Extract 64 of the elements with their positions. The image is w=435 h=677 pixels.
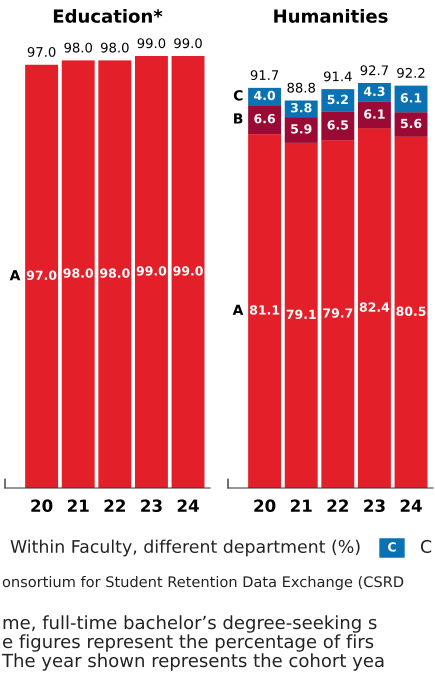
series-label: A xyxy=(232,304,244,315)
data-label: 6.1 xyxy=(364,109,385,119)
text: C xyxy=(420,540,432,554)
total-label: 98.0 xyxy=(64,42,92,53)
data-label: 6.6 xyxy=(254,114,276,124)
data-label: 98.0 xyxy=(100,268,130,278)
total-label: 92.2 xyxy=(397,68,424,78)
data-label: 81.1 xyxy=(250,305,280,315)
text: onsortium for Student Retention Data Exchange (CSRD xyxy=(2,576,404,590)
data-label: 4.0 xyxy=(254,90,276,100)
bar xyxy=(358,128,391,488)
chart-title: Humanities xyxy=(274,8,388,23)
data-label: 79.1 xyxy=(286,310,316,320)
series-label: C xyxy=(234,90,242,101)
total-label: 97.0 xyxy=(28,46,56,57)
x-tick-label: 20 xyxy=(254,499,276,512)
text: e figures represent the percentage of firs xyxy=(2,634,374,652)
data-label: 6.5 xyxy=(328,120,348,130)
bar xyxy=(358,102,391,128)
x-tick-label: 22 xyxy=(104,499,125,512)
bar xyxy=(394,86,428,112)
x-tick-label: 21 xyxy=(290,499,312,512)
x-tick-label: 20 xyxy=(31,499,52,512)
data-label: 98.0 xyxy=(63,268,94,278)
bar xyxy=(248,134,282,488)
x-tick-label: 22 xyxy=(328,499,348,512)
x-tick-label: 23 xyxy=(364,499,385,512)
total-label: 92.7 xyxy=(360,65,388,76)
bar xyxy=(321,89,354,112)
data-label: 4.3 xyxy=(364,86,385,96)
x-tick-label: 23 xyxy=(141,499,162,512)
text: me, full-time bachelor’s degree-seeking s xyxy=(4,615,376,633)
x-tick-label: 21 xyxy=(68,499,89,512)
total-label: 98.0 xyxy=(100,42,129,53)
x-tick-label: 24 xyxy=(178,499,199,512)
bar xyxy=(284,142,318,488)
text: The year shown represents the cohort yea xyxy=(2,653,384,671)
chart-title: Education* xyxy=(54,8,162,23)
total-label: 88.8 xyxy=(287,82,315,93)
x-tick-label: 24 xyxy=(400,499,422,512)
data-label: 5.6 xyxy=(400,118,422,128)
data-label: 6.1 xyxy=(400,93,422,103)
total-label: 99.0 xyxy=(174,38,202,48)
data-label: 5.9 xyxy=(291,124,312,134)
data-label: 97.0 xyxy=(26,270,56,280)
total-label: 91.7 xyxy=(250,70,278,80)
bar xyxy=(394,136,428,488)
data-label: 80.5 xyxy=(396,306,426,316)
series-label: A xyxy=(10,270,20,280)
series-label: B xyxy=(234,113,242,124)
text: C xyxy=(388,542,396,552)
data-label: 99.0 xyxy=(173,266,203,276)
bar xyxy=(248,105,282,134)
bar xyxy=(284,117,318,143)
total-label: 91.4 xyxy=(324,71,352,82)
data-label: 99.0 xyxy=(136,266,166,276)
total-label: 99.0 xyxy=(138,38,166,48)
data-label: 5.2 xyxy=(328,94,348,104)
bar xyxy=(321,140,354,488)
data-label: 82.4 xyxy=(360,302,390,312)
text: Within Faculty, different department (%) xyxy=(10,540,360,556)
data-label: 3.8 xyxy=(290,102,312,112)
bar xyxy=(321,112,354,140)
data-label: 79.7 xyxy=(323,308,352,318)
